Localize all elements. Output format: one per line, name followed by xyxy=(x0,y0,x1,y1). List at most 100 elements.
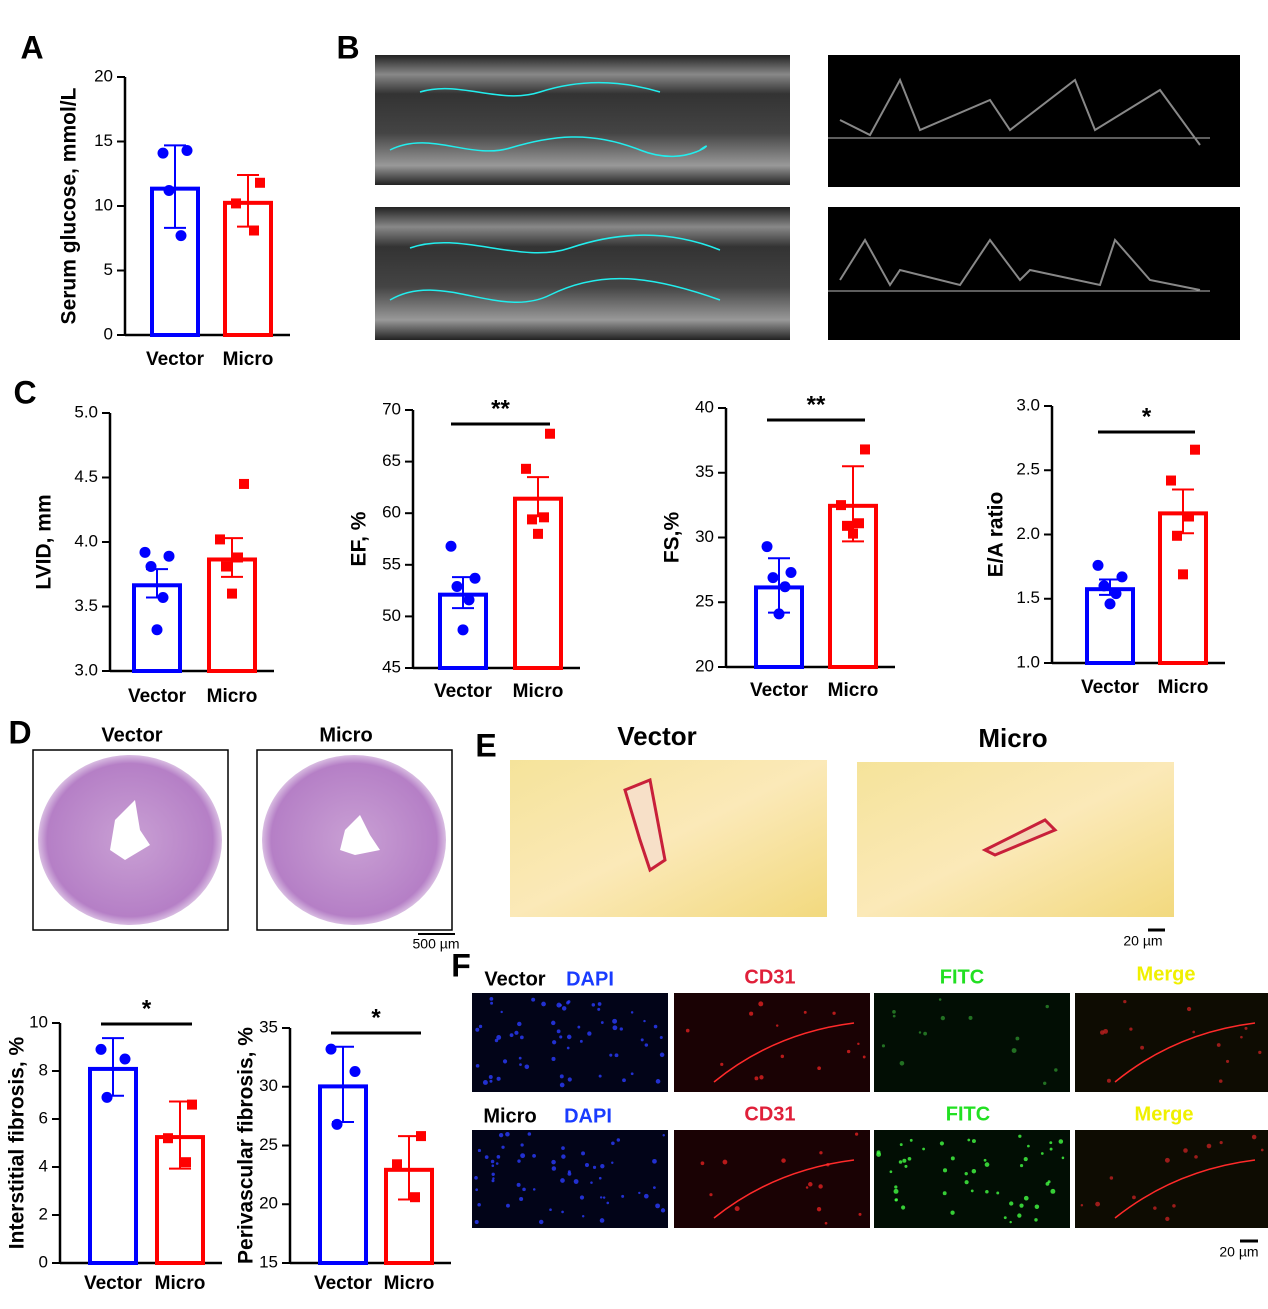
channel-label: FITC xyxy=(940,966,984,988)
cell-signal xyxy=(653,1024,658,1029)
cell-signal xyxy=(1109,1176,1114,1180)
cell-signal xyxy=(517,1159,521,1163)
data-point xyxy=(848,528,858,539)
x-tick-label: Vector xyxy=(84,1273,143,1294)
cell-signal xyxy=(942,1168,948,1173)
x-tick-label: Micro xyxy=(384,1273,435,1294)
panel-label: E xyxy=(475,727,496,763)
lumen xyxy=(340,815,380,855)
cell-signal xyxy=(1225,1059,1230,1063)
y-axis-label: E/A ratio xyxy=(985,492,1008,578)
cell-signal xyxy=(538,1219,544,1225)
cell-signal xyxy=(892,1010,896,1014)
y-tick-label: 2.5 xyxy=(1016,460,1040,479)
y-tick-label: 10 xyxy=(29,1012,48,1031)
cell-signal xyxy=(556,1029,561,1034)
cell-signal xyxy=(659,1036,663,1040)
channel-label: FITC xyxy=(946,1103,990,1125)
y-tick-label: 65 xyxy=(382,451,401,470)
cell-signal xyxy=(984,1162,990,1167)
cell-signal xyxy=(652,1158,657,1164)
y-tick-label: 25 xyxy=(259,1135,278,1154)
cell-signal xyxy=(805,1186,809,1189)
cell-signal xyxy=(612,1018,618,1024)
y-tick-label: 55 xyxy=(382,554,401,573)
cell-signal xyxy=(597,1007,601,1011)
y-tick-label: 25 xyxy=(695,592,714,611)
trace xyxy=(839,238,1201,291)
cell-signal xyxy=(590,1181,593,1184)
cell-signal xyxy=(660,1208,666,1213)
data-point xyxy=(533,528,543,539)
data-point xyxy=(187,1099,197,1110)
cell-signal xyxy=(1003,1216,1007,1220)
data-point xyxy=(451,580,463,592)
cell-signal xyxy=(881,1044,886,1048)
data-point xyxy=(215,534,225,545)
cell-signal xyxy=(734,1206,740,1212)
cell-signal xyxy=(1049,1147,1053,1151)
cell-signal xyxy=(996,1191,1000,1195)
cell-signal xyxy=(519,1196,524,1202)
cell-signal xyxy=(524,1064,530,1070)
cell-signal xyxy=(531,997,536,1002)
data-point xyxy=(181,1157,191,1168)
cell-signal xyxy=(1043,1081,1047,1085)
data-point xyxy=(860,444,870,455)
cell-signal xyxy=(1251,1134,1257,1140)
cell-signal xyxy=(474,1176,478,1180)
cell-signal xyxy=(490,1159,495,1164)
cell-signal xyxy=(492,1177,495,1180)
significance-label: * xyxy=(142,995,152,1022)
y-tick-label: 5.0 xyxy=(74,402,98,421)
cell-signal xyxy=(1049,1141,1053,1145)
cell-signal xyxy=(509,1033,514,1038)
cell-signal xyxy=(862,1055,866,1059)
vessel-signal xyxy=(1114,1022,1256,1083)
cell-signal xyxy=(600,1021,604,1024)
data-point xyxy=(773,608,785,620)
cell-signal xyxy=(475,1027,480,1032)
cell-signal xyxy=(551,1020,556,1026)
data-point xyxy=(221,561,231,572)
cell-signal xyxy=(496,1034,502,1040)
data-point xyxy=(1110,588,1122,600)
cell-signal xyxy=(581,1215,585,1218)
cell-signal xyxy=(549,1208,552,1212)
data-point xyxy=(227,588,237,599)
vessel xyxy=(623,777,667,873)
x-tick-label: Vector xyxy=(314,1273,373,1294)
channel-label: CD31 xyxy=(744,1103,795,1125)
cell-signal xyxy=(619,1027,623,1031)
cell-signal xyxy=(556,1002,562,1008)
cell-signal xyxy=(898,1160,903,1164)
cell-signal xyxy=(1103,1028,1109,1034)
lumen xyxy=(110,800,150,860)
data-point xyxy=(325,1043,337,1055)
cell-signal xyxy=(630,1011,634,1014)
cell-signal xyxy=(567,1171,572,1176)
cell-signal xyxy=(630,1072,634,1076)
cell-signal xyxy=(600,1163,605,1169)
m-mode-image xyxy=(375,55,790,185)
cell-signal xyxy=(561,1146,565,1150)
cell-signal xyxy=(983,1158,987,1162)
data-point xyxy=(416,1131,426,1142)
y-tick-label: 45 xyxy=(382,657,401,676)
cell-signal xyxy=(561,1006,567,1011)
cell-signal xyxy=(816,1206,822,1212)
cell-signal xyxy=(475,1188,479,1192)
significance-label: * xyxy=(371,1004,381,1031)
x-tick-label: Vector xyxy=(146,349,205,370)
data-point xyxy=(410,1192,420,1203)
channel-label: DAPI xyxy=(564,1105,612,1127)
data-point xyxy=(527,514,537,525)
data-point xyxy=(1104,598,1116,610)
cell-signal xyxy=(894,1185,898,1189)
cell-signal xyxy=(495,1162,499,1165)
scale-label: 20 µm xyxy=(1219,1244,1258,1260)
doppler-image xyxy=(828,207,1240,340)
channel-label: CD31 xyxy=(744,966,795,988)
cell-signal xyxy=(818,1184,823,1189)
cell-signal xyxy=(475,1064,480,1068)
